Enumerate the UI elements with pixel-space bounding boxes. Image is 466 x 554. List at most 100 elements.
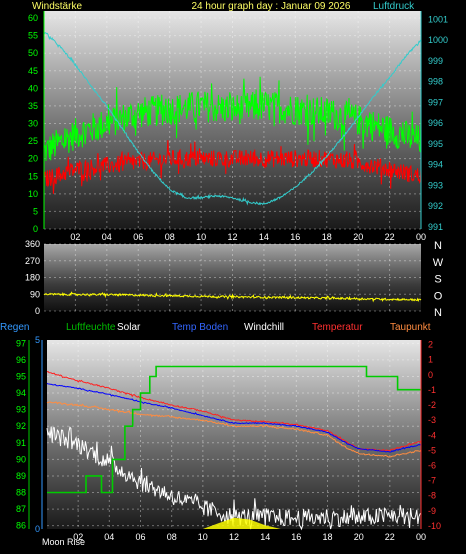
x-tick-label: 16 — [290, 232, 300, 242]
x-tick-label: 04 — [102, 232, 112, 242]
x-tick-label: 18 — [322, 232, 332, 242]
series-windchill — [46, 426, 422, 531]
left-tick-label: 87 — [16, 504, 26, 514]
left-tick-label: 91 — [16, 438, 26, 448]
legend-temperatur: Temperatur — [312, 322, 363, 333]
x-tick-label: 02 — [73, 532, 83, 542]
right-tick-label: 999 — [428, 56, 443, 66]
right-tick-label: S — [434, 274, 441, 286]
x-tick-label: 00 — [416, 232, 426, 242]
x-tick-label: 18 — [322, 532, 332, 542]
right-tick-label: 1 — [428, 355, 433, 365]
left-tick-label: 25 — [28, 136, 38, 146]
header-title: 24 hour graph day : Januar 09 2026 — [191, 1, 350, 12]
right-tick-label: N — [434, 307, 442, 319]
x-tick-label: 20 — [354, 532, 364, 542]
series-solar — [202, 517, 281, 529]
right-tick-label: -4 — [428, 430, 436, 440]
panel-3-legend: Regen Luftfeuchte Solar Temp Boden Windc… — [0, 322, 431, 333]
left-tick-label: 92 — [16, 421, 26, 431]
right-tick-label: -6 — [428, 461, 436, 471]
x-tick-label: 04 — [104, 532, 114, 542]
left-tick-label: 60 — [28, 13, 38, 23]
right-tick-label: -5 — [428, 445, 436, 455]
left-tick-label: 15 — [28, 171, 38, 181]
x-tick-label: 00 — [416, 532, 426, 542]
right-tick-label: 991 — [428, 222, 443, 232]
left-tick-label: 50 — [28, 48, 38, 58]
x-tick-label: 14 — [259, 232, 269, 242]
left-tick-label: 90 — [30, 289, 40, 299]
right-tick-label: 997 — [428, 97, 443, 107]
x-tick-label: 06 — [135, 532, 145, 542]
right-tick-label: 998 — [428, 77, 443, 87]
right-tick-label: -10 — [428, 521, 441, 531]
left-tick-label: 96 — [16, 355, 26, 365]
left-tick-label: 270 — [25, 256, 40, 266]
legend-regen: Regen — [0, 322, 29, 333]
right-tick-label: -8 — [428, 491, 436, 501]
left-tick-label: 0 — [33, 224, 38, 234]
x-tick-label: 02 — [70, 232, 80, 242]
moon-rise-label: Moon Rise — [42, 537, 85, 547]
header-left-label: Windstärke — [32, 1, 82, 12]
panel-1-series — [43, 31, 422, 206]
left-tick-label: 0 — [35, 306, 40, 316]
left-tick-label: 20 — [28, 154, 38, 164]
left-tick-label: 88 — [16, 488, 26, 498]
right-tick-label: -1 — [428, 385, 436, 395]
x-tick-label: 12 — [227, 232, 237, 242]
left-tick-label: 35 — [28, 101, 38, 111]
series-avg — [43, 140, 422, 194]
legend-taupunkt: Taupunkt — [390, 322, 431, 333]
left-tick-label: 10 — [28, 189, 38, 199]
right-tick-label: 2 — [428, 340, 433, 350]
right-tick-label: -3 — [428, 415, 436, 425]
right-tick-label: 996 — [428, 118, 443, 128]
left-tick-label: 94 — [16, 388, 26, 398]
right-tick-label: N — [434, 240, 442, 252]
left-tick-label: 360 — [25, 239, 40, 249]
temp-humidity-panel: 86878889909192939495969705-10-9-8-7-6-5-… — [16, 335, 441, 542]
left-tick-label: 45 — [28, 66, 38, 76]
right-tick-label: 1000 — [428, 35, 448, 45]
legend-solar: Solar — [117, 322, 141, 333]
right-tick-label: 1001 — [428, 14, 448, 24]
panel-1-grid — [44, 11, 421, 230]
left-tick-label: 90 — [16, 454, 26, 464]
x-tick-label: 08 — [165, 232, 175, 242]
x-tick-label: 14 — [260, 532, 270, 542]
x-tick-label: 12 — [229, 532, 239, 542]
header-right-label: Luftdruck — [373, 1, 415, 12]
right-tick-label: 993 — [428, 180, 443, 190]
left-tick-label: 30 — [28, 119, 38, 129]
left-tick-label: 93 — [16, 405, 26, 415]
left-tick-label: 86 — [16, 521, 26, 531]
left-tick-label: 40 — [28, 83, 38, 93]
right-tick-label: -2 — [428, 400, 436, 410]
x-tick-label: 22 — [385, 232, 395, 242]
left-tick-label: 95 — [16, 372, 26, 382]
rain-tick-label: 0 — [35, 524, 40, 534]
x-tick-label: 08 — [167, 532, 177, 542]
right-tick-label: 0 — [428, 370, 433, 380]
panel-3-tick-labels: 86878889909192939495969705-10-9-8-7-6-5-… — [16, 335, 441, 542]
x-tick-label: 20 — [353, 232, 363, 242]
left-tick-label: 55 — [28, 31, 38, 41]
legend-windchill: Windchill — [244, 322, 284, 333]
series-gust — [43, 76, 422, 161]
x-tick-label: 22 — [385, 532, 395, 542]
legend-luftfeuchte: Luftfeuchte — [66, 322, 116, 333]
panel-2-background — [44, 244, 421, 311]
panel-2-series — [43, 291, 422, 303]
right-tick-label: 994 — [428, 160, 443, 170]
series-pressure — [43, 31, 422, 206]
series-temp_boden — [46, 383, 422, 453]
wind-pressure-panel: 0 5 10 15 20 25 30 35 40 45 50 55 60 991 992 993 994 995 9… — [28, 11, 448, 242]
left-tick-label: 97 — [16, 338, 26, 348]
x-tick-label: 10 — [196, 232, 206, 242]
legend-temp-boden: Temp Boden — [172, 322, 228, 333]
